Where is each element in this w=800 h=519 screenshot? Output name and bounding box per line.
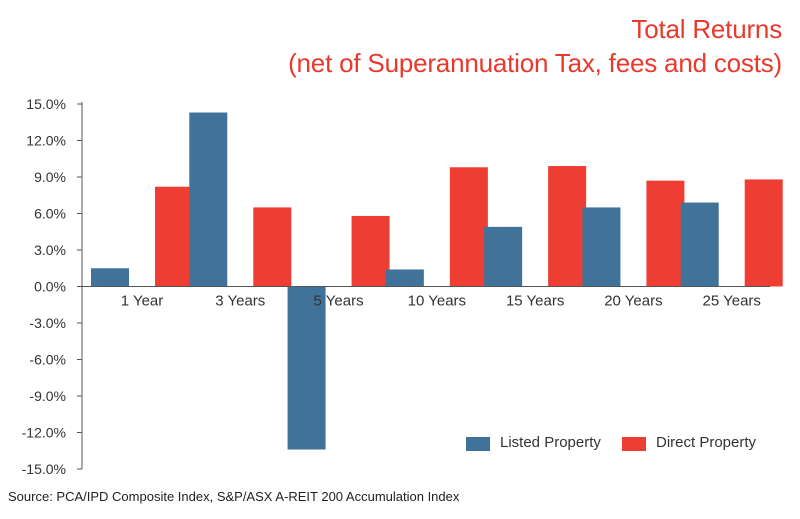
y-tick-label-1: 12.0% [26,133,66,149]
y-tick-label-6: -3.0% [29,315,66,331]
y-tick-label-0: 15.0% [26,96,66,112]
y-tick-label-2: 9.0% [34,169,66,185]
x-tick-label-1-year: 1 Year [121,293,164,310]
legend-label-direct-property: Direct Property [656,434,757,451]
legend-label-listed-property: Listed Property [500,434,601,451]
x-tick-label-10-years: 10 Years [408,293,466,310]
bar-listed-property-1-year [91,268,129,287]
bar-listed-property-10-years [385,269,424,287]
bar-direct-property-10-years [449,167,488,287]
y-tick-label-10: -15.0% [22,461,66,477]
y-tick-label-3: 6.0% [34,206,66,222]
y-tick-label-7: -6.0% [29,352,66,368]
bar-listed-property-15-years [484,226,523,287]
x-tick-label-3-years: 3 Years [215,293,265,310]
bar-direct-property-3-years [253,207,292,287]
bar-direct-property-25-years [744,179,783,287]
y-tick-label-5: 0.0% [34,279,66,295]
source-note: Source: PCA/IPD Composite Index, S&P/ASX… [8,489,460,504]
legend-swatch-listed-property [466,437,490,451]
chart-subtitle: (net of Superannuation Tax, fees and cos… [288,48,782,78]
x-tick-label-15-years: 15 Years [506,293,564,310]
x-tick-label-5-years: 5 Years [314,293,364,310]
x-tick-label-25-years: 25 Years [703,293,761,310]
bar-listed-property-20-years [582,207,621,287]
y-tick-label-8: -9.0% [29,388,66,404]
bar-listed-property-25-years [680,202,719,287]
bar-listed-property-3-years [189,112,228,287]
bar-direct-property-5-years [351,215,390,287]
y-tick-label-4: 3.0% [34,242,66,258]
chart-title: Total Returns [631,14,782,44]
legend-swatch-direct-property [622,437,646,451]
bar-direct-property-15-years [548,166,587,287]
x-tick-label-20-years: 20 Years [604,293,662,310]
bar-listed-property-5-years [287,286,326,450]
bar-direct-property-1-year [155,186,193,287]
y-tick-label-9: -12.0% [22,425,66,441]
bar-direct-property-20-years [646,180,685,287]
